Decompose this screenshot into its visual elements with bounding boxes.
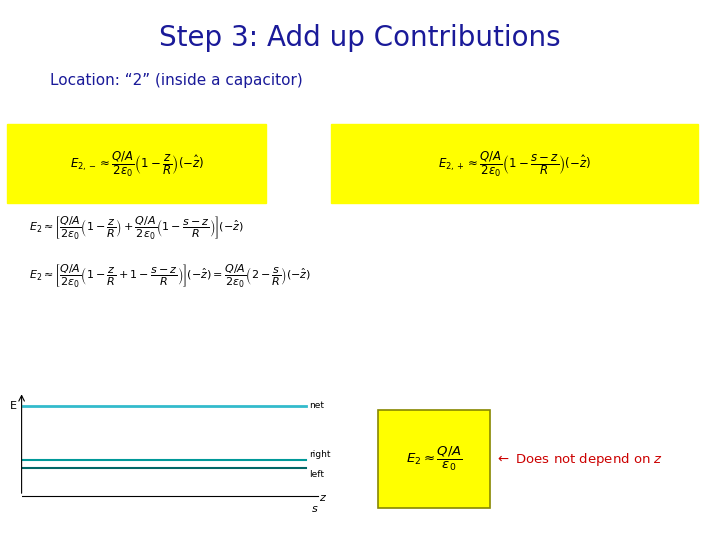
Text: s: s xyxy=(312,504,318,514)
Text: $E_2 \approx \left[\dfrac{Q/A}{2\varepsilon_0}\left(1 - \dfrac{z}{R}\right) + \d: $E_2 \approx \left[\dfrac{Q/A}{2\varepsi… xyxy=(29,214,243,241)
Text: $E_{2,-} \approx \dfrac{Q/A}{2\varepsilon_0}\left(1 - \dfrac{z}{R}\right)(-\hat{: $E_{2,-} \approx \dfrac{Q/A}{2\varepsilo… xyxy=(70,148,204,179)
Text: Step 3: Add up Contributions: Step 3: Add up Contributions xyxy=(159,24,561,52)
Text: Location: “2” (inside a capacitor): Location: “2” (inside a capacitor) xyxy=(50,73,303,88)
Text: $E_2 \approx \left[\dfrac{Q/A}{2\varepsilon_0}\left(1 - \dfrac{z}{R} + 1 - \dfra: $E_2 \approx \left[\dfrac{Q/A}{2\varepsi… xyxy=(29,262,311,289)
Text: $E_2 \approx \dfrac{Q/A}{\varepsilon_0}$: $E_2 \approx \dfrac{Q/A}{\varepsilon_0}$ xyxy=(406,445,462,473)
Text: net: net xyxy=(309,401,324,410)
Text: right: right xyxy=(309,450,330,459)
Text: $\leftarrow$ Does not depend on $z$: $\leftarrow$ Does not depend on $z$ xyxy=(495,450,662,468)
Bar xyxy=(378,410,490,508)
Text: E: E xyxy=(9,401,17,411)
Bar xyxy=(331,124,698,202)
Text: left: left xyxy=(309,470,324,479)
Bar xyxy=(7,124,266,202)
Text: $E_{2,+} \approx \dfrac{Q/A}{2\varepsilon_0}\left(1 - \dfrac{s-z}{R}\right)(-\ha: $E_{2,+} \approx \dfrac{Q/A}{2\varepsilo… xyxy=(438,148,591,179)
Text: z: z xyxy=(320,494,325,503)
